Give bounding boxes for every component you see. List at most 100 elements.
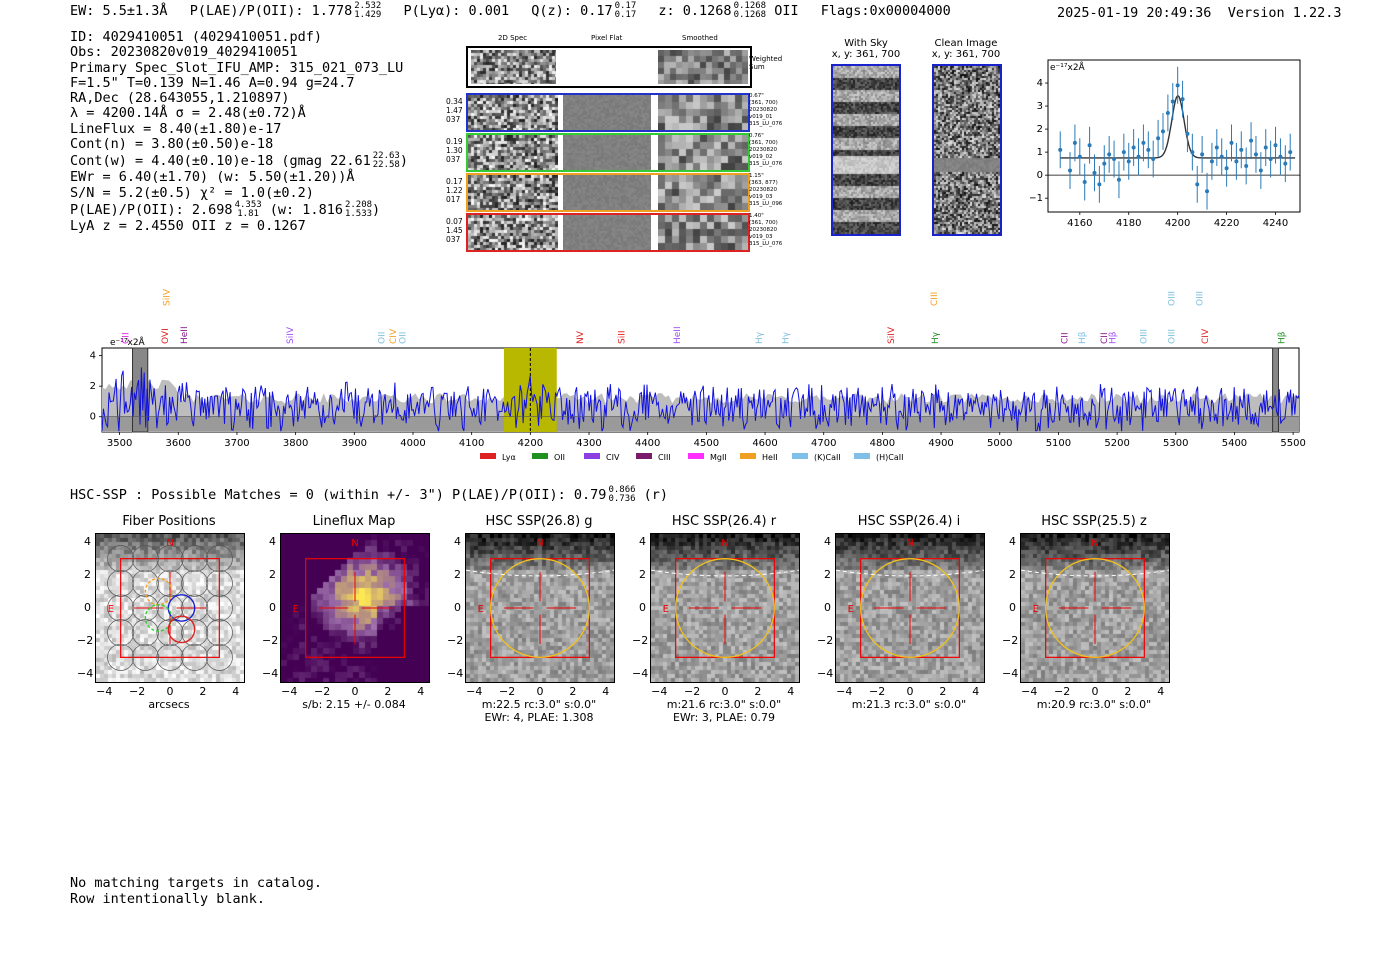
fit-data-point [1224,166,1229,171]
fiber-circle [107,545,135,573]
info-fparams: F=1.5" T=0.139 N=1.46 A=0.94 g=24.7 [70,74,355,91]
stamp-row-meta: 315_LU_096 [749,201,783,207]
stamp-smoothed [658,135,748,170]
fiber-circle [131,643,159,671]
stamp-pixel-flat [563,95,651,130]
fit-y-tick-label: −1 [1030,193,1043,204]
info-obs: Obs: 20230820v019_4029410051 [70,44,298,61]
cutout-x-tick-label: 2 [754,685,762,698]
cutout-y-tick-label: 4 [824,535,831,549]
stamp-row-meta: 315_LU_076 [749,241,783,247]
fiber-circle [107,619,135,647]
cutout-x-tick-label: −2 [129,685,146,698]
fit-data-point [1263,145,1268,150]
spectrum-line-label: NV [576,330,586,344]
with-sky-header: With Sky x, y: 361, 700 [826,38,906,60]
cutout-y-tick-label: −4 [77,666,94,680]
stamp-pixel-flat [563,135,651,170]
stamp-row-frame [466,133,750,172]
cutout-y-tick-label: −2 [447,633,464,647]
spectrum-line-label: CIV [389,328,399,344]
fit-data-point [1165,110,1170,115]
fiber-circle [131,545,159,573]
cutout-y-tick-label: 4 [639,535,646,549]
fit-data-point [1102,161,1107,166]
spectrum-y-tick-label: 4 [90,351,96,362]
cutout-title: HSC SSP(26.8) g [485,514,593,529]
fiber-circle [205,643,233,671]
cutout-edge-arc [1021,569,1169,577]
hsc-plae-hi: 0.866 [608,485,636,495]
fit-data-point [1121,150,1126,155]
spectrum-legend-label: Lyα [502,453,516,462]
stamp-row-stat: 1.22 [446,186,463,195]
spectrum-legend-label: OII [554,453,565,462]
cutout-y-tick-label: 2 [454,568,461,582]
with-sky-image [831,64,901,236]
stamp-row-right-label: 0.76" (361, 700) 20230820 v019_02 315_LU_076 [749,133,782,168]
spectrum-legend-label: CIII [658,453,671,462]
fiber-circle [181,594,209,622]
weighted-sum-2dspec [471,50,556,84]
cutout-x-tick-label: 4 [972,685,980,698]
cutout-north-label: N [906,538,913,549]
cutout-north-label: N [351,538,358,549]
cutout-x-tick-label: 0 [906,685,914,698]
fiber-circle [205,569,233,597]
spectrum-x-tick-label: 3500 [107,438,132,449]
header-qz-value: Q(z): 0.17 [531,3,613,19]
header-plae: P(LAE)/P(OII): 1.778 2.532 1.429 [190,1,382,20]
spectrum-line-label: CII [1060,332,1070,344]
header-qz-hi: 0.17 [614,1,637,11]
header-timestamp-version: 2025-01-19 20:49:36 Version 1.22.3 [1057,5,1342,21]
cutout-y-tick-label: 4 [1009,535,1016,549]
spectrum-x-tick-label: 3800 [283,438,308,449]
stamp-row-meta: (363, 877) [749,180,778,186]
fit-data-point [1082,180,1087,185]
stamp-row-right-label: 0.67" (361, 700) 20230820 v019_01 315_LU_076 [749,93,782,128]
clean-image-title: Clean Image [934,38,998,49]
cutout-x-tick-label: 4 [417,685,425,698]
info-gmag-hi: 22.63 [372,151,400,162]
fit-data-point [1146,147,1151,152]
with-sky-title: With Sky [844,38,888,49]
stamp-rows: 0.34 1.47 037 0.67" (361, 700) 20230820 v019_0… [444,93,794,253]
cutout-north-label: N [1091,538,1098,549]
spectrum-y-tick-label: 0 [90,412,96,423]
cutout-caption-secondary: EWr: 4, PLAE: 1.308 [484,711,594,724]
spectrum-x-tick-label: 5000 [987,438,1012,449]
fit-data-point [1283,161,1288,166]
stamp-row-left-label: 0.17 1.22 017 [446,177,463,204]
info-plae-end: ) [372,201,381,218]
cutout-caption: m:20.9 rc:3.0" s:0.0" [1036,698,1152,711]
cutout-y-tick-label: −2 [1002,633,1019,647]
spectrum-x-tick-label: 3900 [342,438,367,449]
header-plya: P(Lyα): 0.001 [403,3,510,19]
cutout-search-circle [675,558,775,658]
fiber-circle [205,594,233,622]
spectrum-line-label: OII [377,332,387,344]
spectrum-y-tick-label: 2 [90,381,96,392]
fit-data-point [1253,152,1258,157]
fiber-circle [205,545,233,573]
hsc-cutout-image [1020,533,1170,683]
header-plae-hi: 2.532 [354,1,382,11]
header-z-lo: 0.1268 [733,10,767,20]
fit-data-point [1205,189,1210,194]
cutout-x-tick-label: 4 [232,685,240,698]
header-qz-lo: 0.17 [614,10,637,20]
spectrum-x-tick-label: 4000 [400,438,425,449]
spectrum-legend-swatch [854,453,870,459]
cutout-east-label: E [663,604,669,615]
info-id: ID: 4029410051 (4029410051.pdf) [70,29,322,45]
cutout-caption: m:21.3 rc:3.0" s:0.0" [851,698,967,711]
cutout-x-tick-label: 0 [721,685,729,698]
fit-data-point [1072,140,1077,145]
cutout-x-tick-label: 2 [384,685,392,698]
cutout-east-label: E [293,604,299,615]
stamp-row-meta: (361, 700) [749,220,778,226]
header-z-bounds: 0.1268 0.1268 [734,2,767,20]
cutout-y-tick-label: 0 [84,601,91,614]
stamp-2dspec [468,175,558,210]
cutout-y-tick-label: 2 [269,568,276,582]
